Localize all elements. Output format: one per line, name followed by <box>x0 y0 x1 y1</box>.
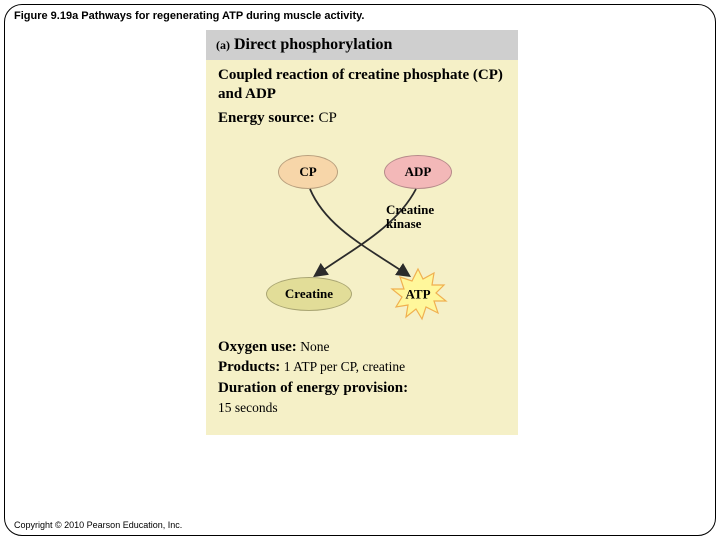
panel-header: (a) Direct phosphorylation <box>206 30 518 60</box>
atp-label: ATP <box>405 286 430 302</box>
products-value: 1 ATP per CP, creatine <box>284 359 405 374</box>
duration-label: Duration of energy provision: <box>218 380 408 396</box>
enzyme-line2: kinase <box>386 217 434 231</box>
copyright: Copyright © 2010 Pearson Education, Inc. <box>14 520 182 530</box>
pathway-panel: (a) Direct phosphorylation Coupled reacti… <box>206 30 518 435</box>
figure-caption: Figure 9.19a Pathways for regenerating A… <box>14 10 364 22</box>
panel-subtitle: Coupled reaction of creatine phosphate (… <box>206 60 518 104</box>
panel-title: Direct phosphorylation <box>234 36 392 53</box>
energy-source-label: Energy source: <box>218 110 315 126</box>
energy-source-value: CP <box>319 110 337 126</box>
oxygen-row: Oxygen use: None <box>218 337 506 358</box>
oxygen-label: Oxygen use: <box>218 339 297 355</box>
duration-row: Duration of energy provision: <box>218 378 506 399</box>
products-label: Products: <box>218 359 280 375</box>
panel-tag: (a) <box>216 38 230 52</box>
duration-value: 15 seconds <box>218 399 506 417</box>
enzyme-label: Creatine kinase <box>386 203 434 232</box>
oxygen-value: None <box>300 339 329 354</box>
products-row: Products: 1 ATP per CP, creatine <box>218 357 506 378</box>
reaction-arrows <box>206 127 518 337</box>
atp-product: ATP <box>388 267 448 323</box>
creatine-product: Creatine <box>266 277 352 311</box>
reaction-diagram: CP ADP Creatine kinase Creatine ATP <box>206 127 518 337</box>
energy-source-row: Energy source: CP <box>206 104 518 127</box>
enzyme-line1: Creatine <box>386 203 434 217</box>
summary-block: Oxygen use: None Products: 1 ATP per CP,… <box>206 337 518 418</box>
